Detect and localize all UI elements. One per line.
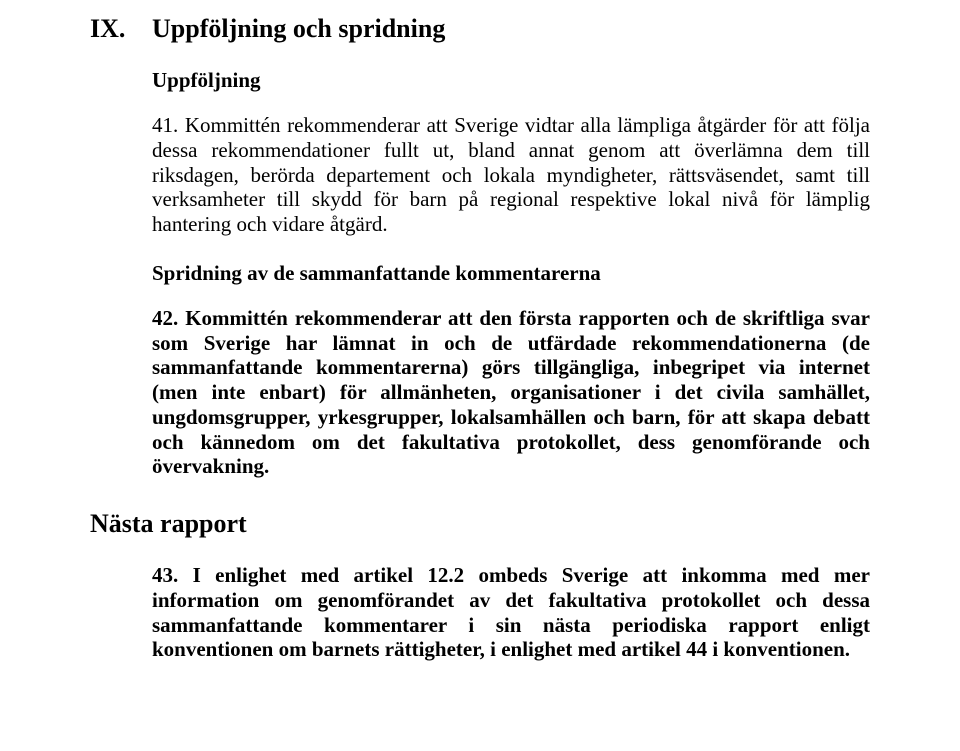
document-page: IX. Uppföljning och spridning Uppföljnin… bbox=[0, 0, 960, 751]
subheading-spridning: Spridning av de sammanfattande kommentar… bbox=[152, 261, 870, 286]
paragraph-43: 43. I enlighet med artikel 12.2 ombeds S… bbox=[152, 563, 870, 662]
paragraph-42: 42. Kommittén rekommenderar att den förs… bbox=[152, 306, 870, 479]
subheading-uppfoljning: Uppföljning bbox=[152, 68, 870, 93]
section-number: IX. bbox=[90, 14, 152, 44]
section-heading: IX. Uppföljning och spridning bbox=[90, 14, 870, 44]
paragraph-41: 41. Kommittén rekommenderar att Sverige … bbox=[152, 113, 870, 237]
heading-nasta-rapport: Nästa rapport bbox=[90, 509, 870, 539]
section-title: Uppföljning och spridning bbox=[152, 14, 445, 44]
